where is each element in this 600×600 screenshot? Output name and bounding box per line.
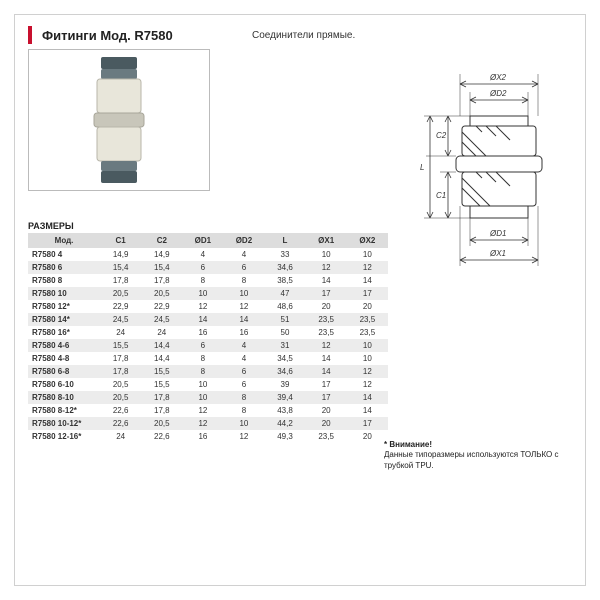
diagram-label-x2: ØX2 [489, 73, 507, 82]
note-body: Данные типоразмеры используются ТОЛЬКО с… [384, 450, 559, 469]
diagram-label-c1: C1 [436, 191, 446, 200]
technical-diagram: ØX2 ØD2 [400, 66, 560, 296]
note-box: * Внимание! Данные типоразмеры использую… [384, 440, 564, 471]
diagram-label-c2: C2 [436, 131, 447, 140]
diagram-label-d1: ØD1 [489, 229, 506, 238]
diagram-label-x1: ØX1 [489, 249, 506, 258]
diagram-label-l: L [420, 163, 424, 172]
diagram-label-d2: ØD2 [489, 89, 507, 98]
note-title: * Внимание! [384, 440, 432, 449]
